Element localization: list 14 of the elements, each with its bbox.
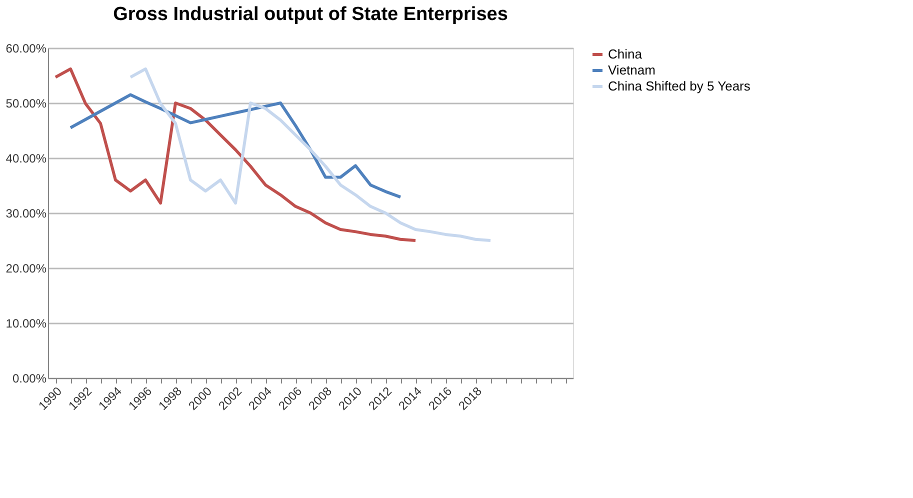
y-tick-label: 60.00%	[6, 42, 47, 56]
legend-label: China	[608, 46, 643, 62]
y-tick-label: 30.00%	[6, 206, 47, 220]
chart-title: Gross Industrial output of State Enterprises	[113, 4, 508, 25]
legend-label: China Shifted by 5 Years	[608, 78, 751, 94]
legend-label: Vietnam	[608, 62, 656, 78]
y-tick-label: 40.00%	[6, 152, 47, 166]
y-tick-label: 20.00%	[6, 262, 47, 276]
line-series	[69, 93, 402, 199]
y-tick-label: 50.00%	[6, 96, 47, 110]
y-tick-label: 0.00%	[12, 372, 47, 386]
y-tick-label: 10.00%	[6, 316, 47, 330]
line-series	[129, 67, 492, 242]
line-series	[54, 67, 417, 242]
